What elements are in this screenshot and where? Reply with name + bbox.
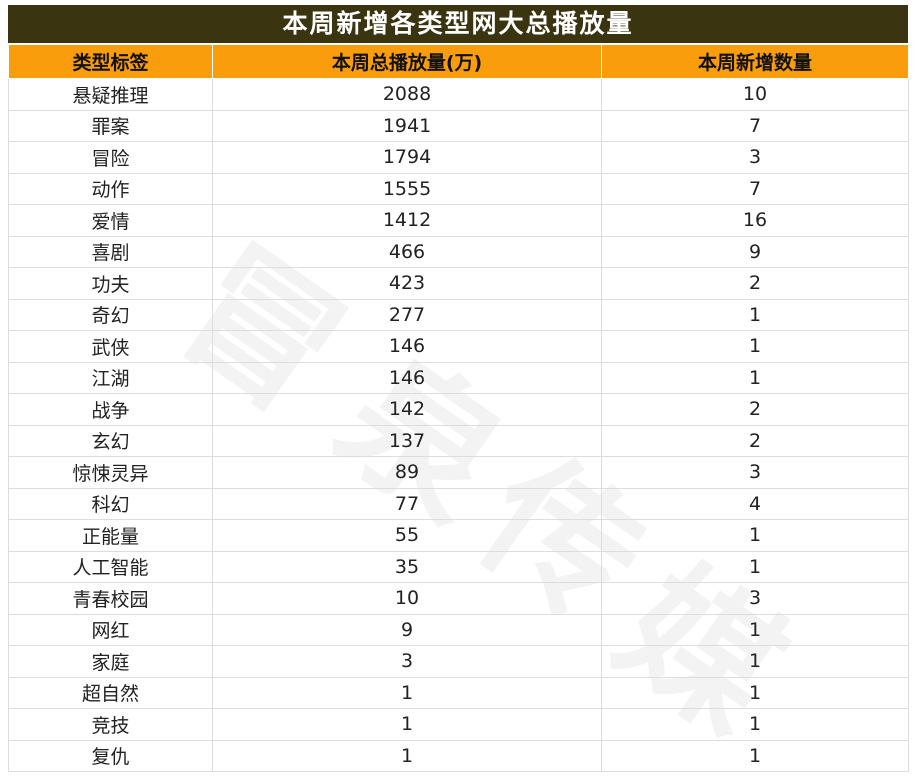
count-cell: 1	[601, 550, 909, 583]
count-cell: 2	[601, 393, 909, 426]
plays-cell: 142	[212, 393, 602, 426]
table-container: 本周新增各类型网大总播放量 类型标签 本周总播放量(万) 本周新增数量 悬疑推理 20…	[8, 5, 909, 772]
count-cell: 1	[601, 739, 909, 772]
type-cell: 罪案	[8, 109, 213, 142]
table-row: 江湖 146 1	[8, 361, 909, 394]
count-cell: 2	[601, 267, 909, 300]
type-cell: 功夫	[8, 267, 213, 300]
type-cell: 竞技	[8, 708, 213, 741]
plays-cell: 146	[212, 361, 602, 394]
plays-cell: 10	[212, 582, 602, 615]
table-row: 家庭 3 1	[8, 645, 909, 678]
plays-cell: 2088	[212, 78, 602, 111]
table-row: 罪案 1941 7	[8, 109, 909, 142]
table-row: 青春校园 10 3	[8, 582, 909, 615]
plays-cell: 9	[212, 613, 602, 646]
plays-cell: 55	[212, 519, 602, 552]
plays-cell: 1	[212, 708, 602, 741]
table-row: 科幻 77 4	[8, 487, 909, 520]
count-cell: 1	[601, 361, 909, 394]
column-header: 本周总播放量(万)	[212, 43, 602, 79]
count-cell: 7	[601, 109, 909, 142]
table-row: 武侠 146 1	[8, 330, 909, 363]
table-row: 超自然 1 1	[8, 676, 909, 709]
count-cell: 16	[601, 204, 909, 237]
type-cell: 正能量	[8, 519, 213, 552]
plays-cell: 77	[212, 487, 602, 520]
header-row: 类型标签 本周总播放量(万) 本周新增数量	[8, 43, 909, 79]
plays-cell: 1	[212, 676, 602, 709]
type-cell: 复仇	[8, 739, 213, 772]
column-header: 本周新增数量	[601, 43, 909, 79]
type-cell: 玄幻	[8, 424, 213, 457]
table-row: 正能量 55 1	[8, 519, 909, 552]
type-cell: 爱情	[8, 204, 213, 237]
table-title: 本周新增各类型网大总播放量	[8, 5, 908, 43]
count-cell: 3	[601, 456, 909, 489]
plays-cell: 466	[212, 235, 602, 268]
type-cell: 悬疑推理	[8, 78, 213, 111]
plays-cell: 1412	[212, 204, 602, 237]
type-cell: 惊悚灵异	[8, 456, 213, 489]
plays-cell: 1941	[212, 109, 602, 142]
type-cell: 人工智能	[8, 550, 213, 583]
table-row: 网红 9 1	[8, 613, 909, 646]
type-cell: 战争	[8, 393, 213, 426]
type-cell: 科幻	[8, 487, 213, 520]
table-row: 玄幻 137 2	[8, 424, 909, 457]
count-cell: 1	[601, 708, 909, 741]
count-cell: 1	[601, 645, 909, 678]
table-row: 复仇 1 1	[8, 739, 909, 772]
table-row: 动作 1555 7	[8, 172, 909, 205]
count-cell: 1	[601, 330, 909, 363]
table-row: 惊悚灵异 89 3	[8, 456, 909, 489]
plays-cell: 137	[212, 424, 602, 457]
type-cell: 青春校园	[8, 582, 213, 615]
data-table: 类型标签 本周总播放量(万) 本周新增数量 悬疑推理 2088 10 罪案 1941 7 冒险 1…	[8, 43, 909, 772]
count-cell: 4	[601, 487, 909, 520]
table-row: 人工智能 35 1	[8, 550, 909, 583]
plays-cell: 423	[212, 267, 602, 300]
type-cell: 网红	[8, 613, 213, 646]
plays-cell: 35	[212, 550, 602, 583]
count-cell: 1	[601, 519, 909, 552]
count-cell: 3	[601, 141, 909, 174]
column-header: 类型标签	[8, 43, 213, 79]
plays-cell: 1794	[212, 141, 602, 174]
table-row: 喜剧 466 9	[8, 235, 909, 268]
count-cell: 9	[601, 235, 909, 268]
type-cell: 喜剧	[8, 235, 213, 268]
plays-cell: 277	[212, 298, 602, 331]
type-cell: 冒险	[8, 141, 213, 174]
table-row: 冒险 1794 3	[8, 141, 909, 174]
plays-cell: 1555	[212, 172, 602, 205]
plays-cell: 1	[212, 739, 602, 772]
table-row: 奇幻 277 1	[8, 298, 909, 331]
type-cell: 江湖	[8, 361, 213, 394]
table-row: 悬疑推理 2088 10	[8, 78, 909, 111]
type-cell: 奇幻	[8, 298, 213, 331]
type-cell: 家庭	[8, 645, 213, 678]
table-row: 战争 142 2	[8, 393, 909, 426]
type-cell: 武侠	[8, 330, 213, 363]
count-cell: 7	[601, 172, 909, 205]
count-cell: 2	[601, 424, 909, 457]
table-row: 竞技 1 1	[8, 708, 909, 741]
count-cell: 3	[601, 582, 909, 615]
plays-cell: 146	[212, 330, 602, 363]
type-cell: 超自然	[8, 676, 213, 709]
count-cell: 10	[601, 78, 909, 111]
table-row: 爱情 1412 16	[8, 204, 909, 237]
count-cell: 1	[601, 298, 909, 331]
plays-cell: 89	[212, 456, 602, 489]
type-cell: 动作	[8, 172, 213, 205]
count-cell: 1	[601, 676, 909, 709]
table-row: 功夫 423 2	[8, 267, 909, 300]
count-cell: 1	[601, 613, 909, 646]
plays-cell: 3	[212, 645, 602, 678]
